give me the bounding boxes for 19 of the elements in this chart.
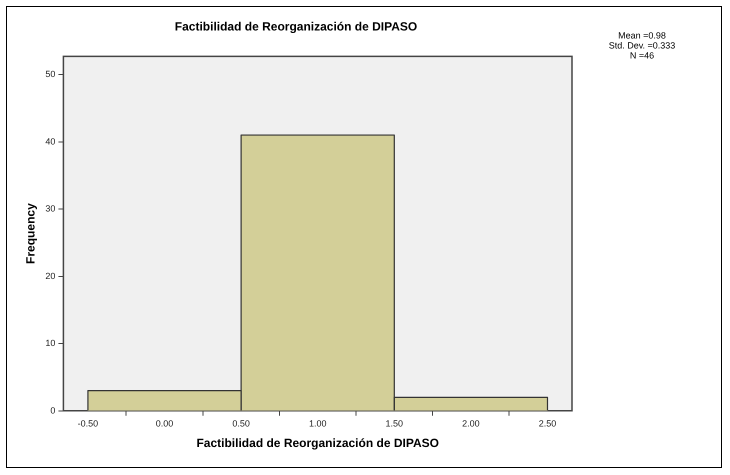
- x-tick-label: 0.50: [232, 418, 250, 429]
- text: Std. Dev. =0.333: [608, 40, 676, 50]
- text: N =46: [630, 50, 654, 60]
- x-tick-label: -0.50: [78, 418, 98, 429]
- text: Mean =0.98: [618, 30, 666, 40]
- x-axis-title: Factibilidad de Reorganización de DIPASO: [196, 436, 439, 450]
- x-tick-label: 2.00: [462, 418, 480, 429]
- x-tick-label: 1.00: [308, 418, 326, 429]
- x-tick-label: 1.50: [386, 418, 404, 429]
- y-tick-label: 0: [50, 405, 56, 416]
- y-tick-label: 10: [45, 338, 56, 348]
- y-tick-label: 50: [45, 69, 56, 80]
- y-tick-label: 30: [45, 204, 56, 214]
- y-tick-label: 40: [45, 136, 56, 146]
- y-axis-title: Frequency: [24, 202, 38, 264]
- x-tick-label: 0.00: [156, 418, 174, 429]
- x-tick-label: 2.50: [538, 418, 556, 429]
- chart-title: Factibilidad de Reorganización de DIPASO: [174, 20, 418, 34]
- y-tick-label: 20: [45, 270, 56, 281]
